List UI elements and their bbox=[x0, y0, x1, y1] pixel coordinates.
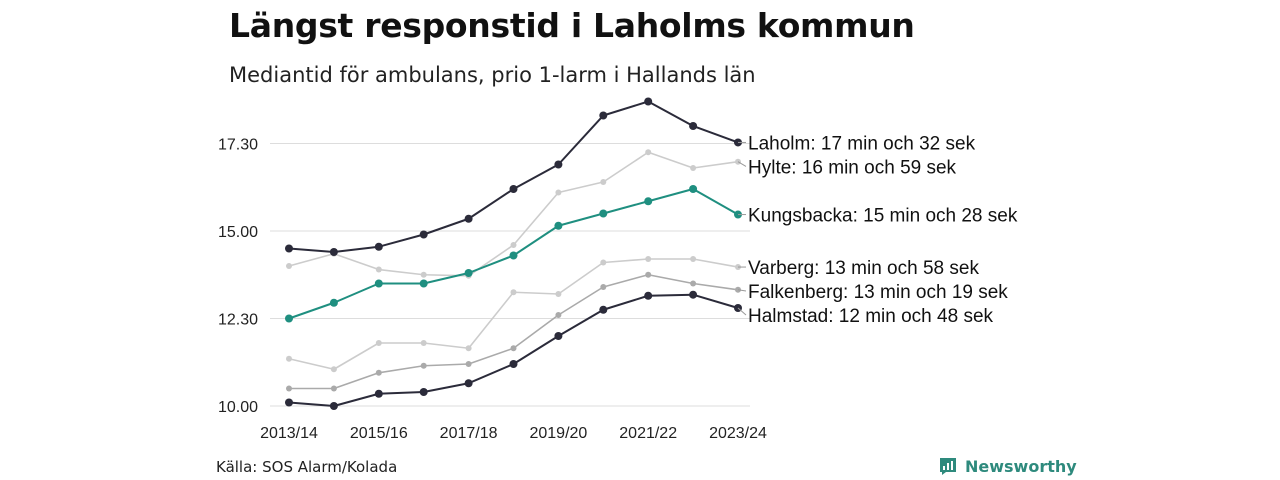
data-point-falkenberg bbox=[690, 280, 697, 287]
data-point-falkenberg bbox=[420, 362, 427, 369]
data-point-varberg bbox=[465, 345, 472, 352]
data-point-falkenberg bbox=[465, 361, 472, 367]
chart-title: Längst responstid i Laholms kommun bbox=[229, 6, 915, 45]
data-point-hylte bbox=[510, 242, 517, 248]
data-point-falkenberg bbox=[330, 385, 337, 392]
data-point-varberg bbox=[510, 289, 517, 296]
series-label-halmstad: Halmstad: 12 min och 48 sek bbox=[748, 306, 994, 327]
data-point-halmstad bbox=[464, 379, 473, 388]
series-label-falkenberg: Falkenberg: 13 min och 19 sek bbox=[748, 282, 1008, 303]
data-point-kungsbacka bbox=[285, 314, 293, 323]
brand[interactable]: Newsworthy bbox=[938, 456, 1077, 476]
data-point-laholm bbox=[554, 160, 563, 169]
data-point-kungsbacka bbox=[329, 298, 338, 307]
data-point-kungsbacka bbox=[464, 269, 473, 277]
x-tick-label: 2015/16 bbox=[350, 425, 408, 442]
data-point-laholm bbox=[599, 111, 608, 120]
data-point-kungsbacka bbox=[644, 197, 653, 206]
data-point-laholm bbox=[464, 214, 473, 223]
data-point-varberg bbox=[420, 340, 427, 346]
data-point-laholm bbox=[509, 185, 518, 193]
data-point-hylte bbox=[420, 271, 427, 278]
label-connector-falkenberg bbox=[737, 289, 747, 292]
data-point-varberg bbox=[375, 340, 382, 346]
data-point-hylte bbox=[555, 189, 562, 196]
data-point-kungsbacka bbox=[599, 209, 608, 218]
series-line-varberg bbox=[288, 258, 739, 371]
data-point-varberg bbox=[330, 366, 337, 373]
data-point-varberg bbox=[600, 259, 607, 266]
data-point-kungsbacka bbox=[374, 279, 383, 288]
x-tick-label: 2017/18 bbox=[440, 425, 498, 442]
series-label-laholm: Laholm: 17 min och 32 sek bbox=[748, 133, 976, 154]
series-label-kungsbacka: Kungsbacka: 15 min och 28 sek bbox=[748, 206, 1018, 227]
source-note: Källa: SOS Alarm/Kolada bbox=[216, 458, 398, 476]
series-line-laholm bbox=[288, 100, 739, 253]
data-point-halmstad bbox=[599, 305, 608, 314]
data-point-varberg bbox=[286, 355, 292, 362]
data-point-kungsbacka bbox=[689, 185, 698, 193]
data-point-hylte bbox=[690, 165, 697, 171]
data-point-kungsbacka bbox=[509, 251, 518, 260]
data-point-hylte bbox=[645, 149, 652, 156]
chart-subtitle: Mediantid för ambulans, prio 1-larm i Ha… bbox=[229, 63, 756, 87]
data-point-hylte bbox=[286, 263, 292, 269]
y-tick-label: 10.00 bbox=[218, 399, 258, 416]
data-point-varberg bbox=[690, 256, 697, 262]
label-connector-hylte bbox=[737, 161, 747, 167]
data-point-halmstad bbox=[419, 388, 428, 396]
data-point-falkenberg bbox=[510, 345, 517, 352]
data-point-falkenberg bbox=[555, 312, 562, 318]
y-tick-label: 15.00 bbox=[218, 224, 258, 241]
y-tick-label: 17.30 bbox=[218, 137, 258, 154]
data-point-halmstad bbox=[374, 389, 383, 398]
data-point-halmstad bbox=[509, 360, 518, 368]
data-point-kungsbacka bbox=[554, 221, 563, 230]
data-point-halmstad bbox=[329, 402, 338, 410]
data-point-laholm bbox=[329, 248, 338, 256]
series-label-hylte: Hylte: 16 min och 59 sek bbox=[748, 157, 957, 178]
data-point-halmstad bbox=[554, 332, 563, 340]
data-point-falkenberg bbox=[286, 385, 292, 392]
x-tick-label: 2013/14 bbox=[260, 425, 318, 442]
data-point-laholm bbox=[689, 122, 698, 130]
data-point-falkenberg bbox=[600, 284, 607, 290]
data-point-halmstad bbox=[644, 291, 653, 300]
y-tick-label: 12.30 bbox=[218, 312, 258, 329]
data-point-laholm bbox=[419, 230, 428, 239]
x-tick-label: 2023/24 bbox=[709, 425, 767, 442]
data-point-hylte bbox=[375, 266, 382, 273]
data-point-falkenberg bbox=[375, 369, 382, 376]
x-tick-label: 2019/20 bbox=[529, 425, 587, 442]
newsworthy-logo-icon bbox=[940, 458, 956, 475]
brand-name: Newsworthy bbox=[965, 456, 1077, 476]
label-connector-halmstad bbox=[737, 307, 747, 316]
series-label-varberg: Varberg: 13 min och 58 sek bbox=[748, 258, 979, 279]
data-point-laholm bbox=[644, 97, 653, 106]
x-tick-label: 2021/22 bbox=[619, 425, 677, 442]
data-point-halmstad bbox=[285, 398, 293, 407]
data-point-hylte bbox=[600, 179, 607, 185]
data-point-kungsbacka bbox=[419, 279, 428, 288]
data-point-laholm bbox=[285, 244, 293, 253]
data-point-falkenberg bbox=[645, 271, 652, 278]
data-point-halmstad bbox=[689, 290, 698, 299]
data-point-laholm bbox=[374, 242, 383, 251]
data-point-varberg bbox=[645, 256, 652, 262]
data-point-varberg bbox=[555, 291, 562, 297]
